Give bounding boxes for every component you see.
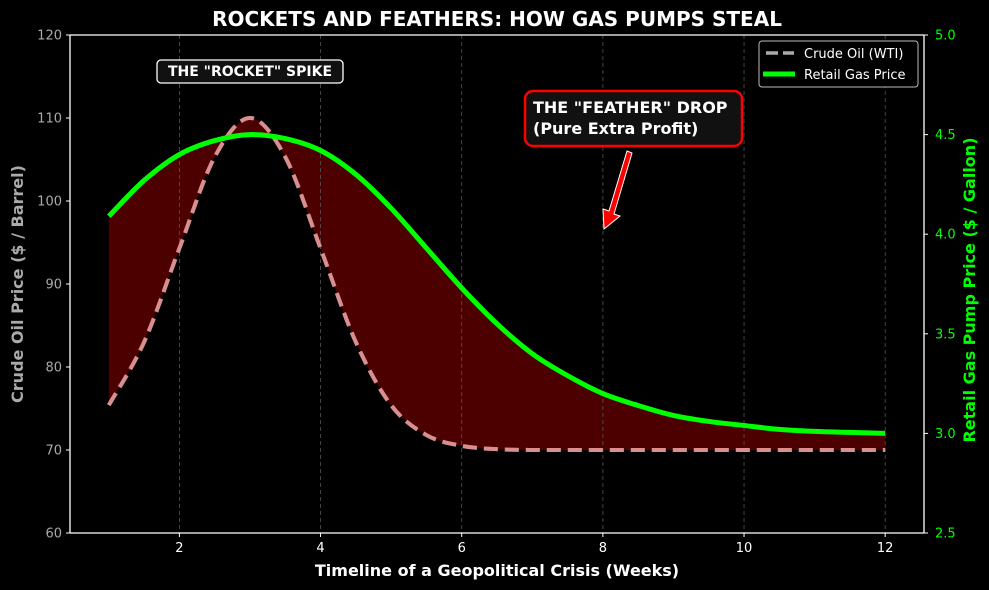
rocket-annotation: THE "ROCKET" SPIKE: [156, 59, 344, 84]
right-y-tick-label: 3.0: [935, 427, 956, 442]
left-y-tick-label: 70: [45, 444, 62, 459]
chart-title: ROCKETS AND FEATHERS: HOW GAS PUMPS STEA…: [212, 7, 782, 31]
legend-gas-label: Retail Gas Price: [804, 68, 906, 83]
left-y-tick-label: 100: [37, 195, 62, 210]
x-axis-ticks: 2 4 6 8 10 12: [175, 533, 893, 556]
x-tick-label: 4: [316, 541, 324, 556]
x-tick-label: 2: [175, 541, 183, 556]
left-axis-ticks: 60 70 80 90 100 110 120: [37, 29, 70, 542]
right-axis-ticks: 2.5 3.0 3.5 4.0 4.5 5.0: [924, 29, 956, 542]
left-y-tick-label: 60: [45, 527, 62, 542]
x-axis-label: Timeline of a Geopolitical Crisis (Weeks…: [315, 561, 679, 580]
crude-oil-line-overlay: [107, 115, 886, 453]
feather-annotation-line1: THE "FEATHER" DROP: [533, 98, 728, 117]
retail-gas-line: [107, 132, 886, 436]
left-y-tick-label: 80: [45, 361, 62, 376]
left-y-tick-label: 120: [37, 29, 62, 44]
feather-annotation: THE "FEATHER" DROP (Pure Extra Profit): [523, 89, 744, 231]
legend-crude-label: Crude Oil (WTI): [804, 47, 903, 62]
x-tick-label: 12: [877, 541, 894, 556]
rocket-annotation-text: THE "ROCKET" SPIKE: [168, 64, 332, 80]
right-y-tick-label: 5.0: [935, 29, 956, 44]
left-y-tick-label: 110: [37, 112, 62, 127]
profit-fill-area: [108, 118, 886, 451]
feather-annotation-line2: (Pure Extra Profit): [533, 119, 698, 138]
right-y-tick-label: 4.0: [935, 228, 956, 243]
x-tick-label: 8: [599, 541, 607, 556]
red-arrow-icon: [602, 150, 633, 231]
right-y-axis-label: Retail Gas Pump Price ($ / Gallon): [960, 137, 979, 442]
left-y-axis-label: Crude Oil Price ($ / Barrel): [8, 165, 27, 403]
right-y-tick-label: 2.5: [935, 527, 956, 542]
right-y-tick-label: 3.5: [935, 327, 956, 342]
left-y-tick-label: 90: [45, 278, 62, 293]
x-tick-label: 10: [736, 541, 753, 556]
right-y-tick-label: 4.5: [935, 128, 956, 143]
legend: Crude Oil (WTI) Retail Gas Price: [758, 40, 919, 88]
x-tick-label: 6: [458, 541, 466, 556]
